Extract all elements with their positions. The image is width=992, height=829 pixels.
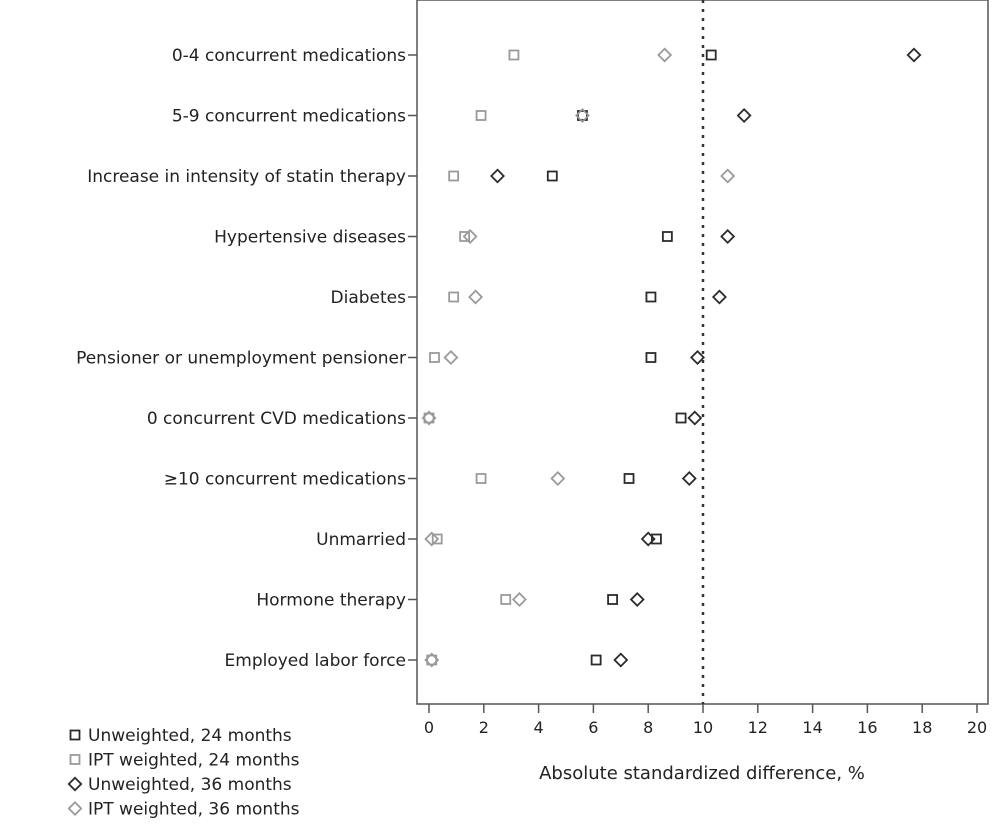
data-point	[546, 170, 558, 182]
category-label: Employed labor force	[225, 651, 406, 671]
category-label: 0-4 concurrent medications	[172, 46, 406, 66]
category-label: ≥10 concurrent medications	[164, 470, 406, 490]
data-point	[720, 168, 736, 184]
category-label: Diabetes	[331, 288, 407, 308]
data-point	[711, 289, 727, 305]
data-point	[448, 170, 460, 182]
data-point	[645, 291, 657, 303]
x-tick-label: 0	[424, 718, 434, 737]
data-point	[462, 229, 478, 244]
x-tick-label: 18	[912, 718, 932, 737]
data-point	[448, 291, 460, 303]
x-tick-label: 12	[748, 718, 768, 737]
legend-label: IPT weighted, 36 months	[88, 800, 300, 820]
data-point	[720, 229, 736, 244]
data-markers	[421, 47, 922, 668]
data-point	[508, 49, 520, 61]
data-point	[590, 654, 602, 666]
data-point	[661, 231, 673, 242]
data-point	[550, 471, 566, 486]
data-point	[421, 410, 437, 426]
data-point	[459, 231, 471, 242]
data-point	[468, 289, 484, 305]
data-point	[475, 110, 487, 121]
x-tick-label: 16	[857, 718, 877, 737]
x-tick-label: 2	[479, 718, 489, 737]
category-label: Unmarried	[316, 530, 406, 550]
x-tick-label: 8	[643, 718, 653, 737]
data-point	[906, 47, 922, 63]
data-point	[577, 110, 588, 121]
data-point	[443, 350, 459, 365]
legend-marker	[69, 754, 81, 765]
x-tick-label: 10	[693, 718, 713, 737]
data-point	[645, 352, 657, 363]
data-point	[574, 108, 590, 123]
data-point	[690, 350, 705, 365]
category-label: Pensioner or unemployment pensioner	[76, 349, 406, 369]
data-point	[475, 473, 487, 484]
legend-marker	[67, 776, 83, 792]
data-point	[424, 531, 440, 547]
data-point	[651, 533, 662, 545]
x-tick-label: 14	[802, 718, 822, 737]
data-point	[687, 410, 703, 426]
data-point	[607, 594, 618, 605]
data-point	[640, 531, 656, 547]
data-point	[736, 108, 752, 123]
data-point	[423, 412, 435, 424]
data-point	[431, 533, 443, 545]
x-tick-label: 4	[534, 718, 544, 737]
data-point	[500, 594, 512, 605]
data-point	[657, 47, 673, 63]
legend-label: IPT weighted, 24 months	[88, 751, 300, 771]
y-axis: 0-4 concurrent medications 5-9 concurrent…	[76, 46, 417, 671]
data-point	[681, 471, 697, 486]
data-point	[623, 473, 635, 484]
data-point	[426, 654, 438, 666]
legend-label: Unweighted, 24 months	[88, 726, 292, 746]
legend: Unweighted, 24 months IPT weighted, 24 mo…	[67, 726, 300, 820]
data-point	[705, 49, 717, 61]
data-point	[613, 652, 629, 668]
legend-marker	[69, 729, 81, 741]
legend-marker	[67, 801, 83, 816]
x-axis-title: Absolute standardized difference, %	[539, 763, 865, 784]
category-label: Hypertensive diseases	[214, 228, 406, 248]
x-tick-label: 20	[967, 718, 987, 737]
data-point	[511, 592, 527, 607]
data-point	[424, 652, 440, 668]
legend-label: Unweighted, 36 months	[88, 775, 292, 795]
data-point	[429, 352, 440, 363]
x-axis: 0 2 4 6 8 10 12 14 16 18 20	[424, 704, 987, 737]
data-point	[675, 412, 687, 424]
x-tick-label: 6	[588, 718, 598, 737]
data-point	[629, 592, 645, 607]
data-point	[490, 168, 505, 184]
category-label: Hormone therapy	[256, 591, 406, 611]
category-label: Increase in intensity of statin therapy	[87, 167, 406, 187]
category-label: 5-9 concurrent medications	[172, 107, 406, 127]
category-label: 0 concurrent CVD medications	[147, 409, 406, 429]
